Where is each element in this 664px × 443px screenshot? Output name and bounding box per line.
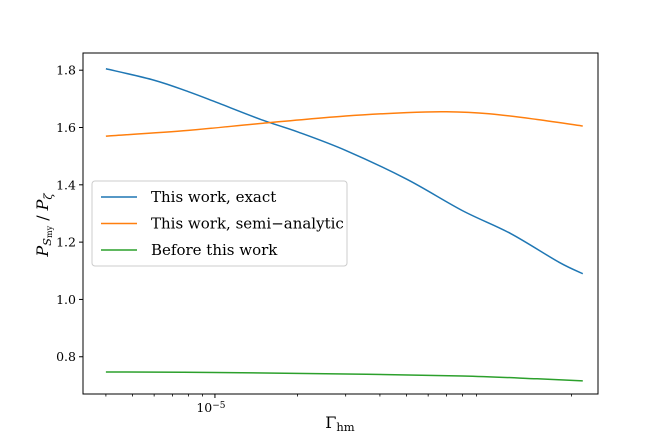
y-tick-label: 1.4 bbox=[56, 177, 76, 192]
y-tick-label: 1.8 bbox=[56, 63, 76, 78]
legend-label-1: This work, exact bbox=[151, 188, 276, 206]
y-tick-label: 1.0 bbox=[56, 292, 76, 307]
series-line-3 bbox=[105, 371, 583, 382]
x-tick-label: 10−5 bbox=[196, 400, 225, 415]
y-axis-label: PSmy / Pζ bbox=[33, 193, 55, 258]
series-line-2 bbox=[105, 110, 583, 137]
y-tick-label: 0.8 bbox=[56, 349, 76, 364]
legend: This work, exact This work, semi−analytic… bbox=[91, 180, 348, 267]
legend-box bbox=[91, 180, 348, 267]
legend-label-2: This work, semi−analytic bbox=[151, 215, 344, 233]
plot-frame bbox=[82, 52, 599, 395]
y-axis-ticks: 0.8 1.0 1.2 1.4 1.6 1.8 bbox=[56, 63, 83, 364]
x-axis-label-sub: hm bbox=[336, 420, 354, 434]
x-axis-ticks: 10−5 bbox=[196, 394, 226, 415]
y-tick-label: 1.2 bbox=[56, 235, 76, 250]
y-tick-label: 1.6 bbox=[56, 120, 76, 135]
series-group bbox=[105, 68, 584, 382]
series-line-1 bbox=[105, 68, 584, 275]
legend-label-3: Before this work bbox=[151, 241, 278, 259]
x-axis-label: Γhm bbox=[325, 413, 355, 434]
